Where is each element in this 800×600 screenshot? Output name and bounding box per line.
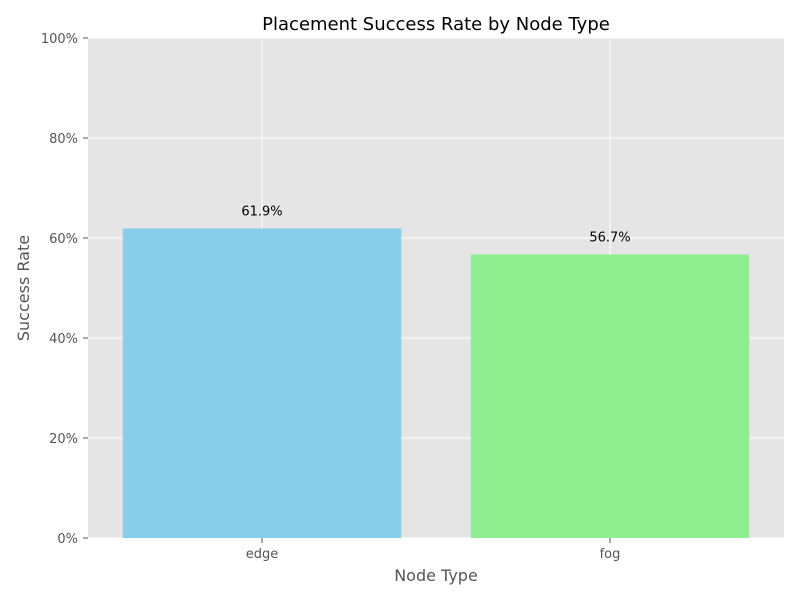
bar-fog: [471, 255, 749, 539]
data-label-edge: 61.9%: [241, 205, 282, 220]
y-axis: 0% 20% 40% 60% 80% 100%: [41, 32, 88, 547]
x-tick-label: edge: [246, 547, 279, 562]
x-tick-label: fog: [600, 547, 621, 562]
y-tick-label: 40%: [49, 332, 78, 347]
y-tick-label: 0%: [57, 532, 78, 547]
x-axis: edge fog: [246, 538, 621, 562]
y-axis-label: Success Rate: [14, 235, 33, 341]
x-axis-label: Node Type: [394, 566, 478, 585]
y-tick-label: 100%: [41, 32, 78, 47]
chart-title: Placement Success Rate by Node Type: [262, 14, 610, 35]
bar-edge: [123, 229, 401, 539]
data-label-fog: 56.7%: [589, 231, 630, 246]
y-tick-label: 20%: [49, 432, 78, 447]
y-tick-label: 80%: [49, 132, 78, 147]
y-tick-label: 60%: [49, 232, 78, 247]
